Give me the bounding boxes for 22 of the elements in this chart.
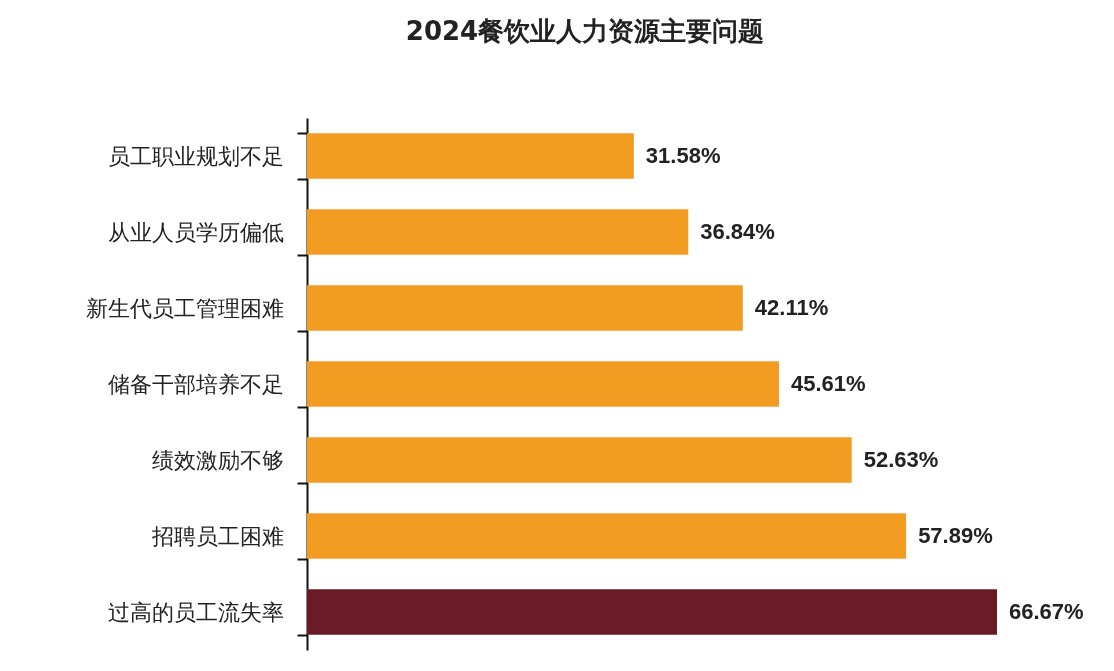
bar [307,437,852,483]
data-label: 45.61% [791,371,866,396]
bar [307,513,907,559]
bar [307,133,634,179]
bar [307,209,689,255]
y-tick-label: 绩效激励不够 [151,447,284,473]
y-tick-label: 新生代员工管理困难 [85,295,284,321]
data-label: 52.63% [863,447,939,472]
bar [307,589,997,635]
bar [307,361,780,407]
y-tick-label: 员工职业规划不足 [107,143,284,169]
chart-title: 2024餐饮业人力资源主要问题 [405,16,765,46]
data-label: 36.84% [700,219,775,244]
data-label: 42.11% [754,295,829,320]
data-label: 57.89% [918,523,993,548]
y-tick-label: 从业人员学历偏低 [107,219,284,245]
bar [307,285,743,331]
y-tick-label: 储备干部培养不足 [107,371,284,397]
y-tick-label: 过高的员工流失率 [107,599,284,625]
data-label: 31.58% [645,143,721,168]
data-label: 66.67% [1009,599,1084,624]
y-tick-label: 招聘员工困难 [150,523,284,549]
